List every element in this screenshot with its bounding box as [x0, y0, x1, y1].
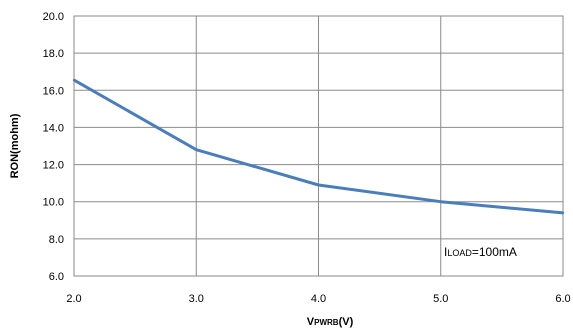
- y-tick-labels: 6.0 8.0 10.0 12.0 14.0 16.0 18.0 20.0: [43, 11, 64, 283]
- data-point: [72, 78, 76, 82]
- x-tick-label: 2.0: [66, 293, 81, 305]
- annotation-suffix: =100mA: [472, 245, 517, 259]
- y-axis-title: RON(mohm): [9, 113, 21, 178]
- y-tick-label: 14.0: [43, 122, 64, 134]
- data-point: [317, 183, 320, 187]
- y-tick-label: 16.0: [43, 85, 64, 97]
- x-tick-label: 3.0: [189, 293, 204, 305]
- x-tick-label: 6.0: [555, 293, 570, 305]
- x-tick-label: 4.0: [311, 293, 326, 305]
- annotation-subscript: LOAD: [447, 248, 472, 258]
- data-point: [561, 211, 565, 215]
- y-tick-label: 18.0: [43, 48, 64, 60]
- plot-frame: [73, 15, 564, 277]
- x-axis-title-main: V: [307, 316, 315, 328]
- x-axis-title: VPWRB(V): [307, 316, 354, 328]
- y-tick-label: 8.0: [49, 234, 64, 246]
- data-point: [439, 200, 442, 203]
- load-annotation: ILOAD=100mA: [444, 245, 517, 259]
- data-point: [195, 148, 198, 151]
- y-tick-label: 6.0: [49, 271, 64, 283]
- x-axis-title-suffix: (V): [339, 316, 354, 328]
- x-tick-labels: 2.0 3.0 4.0 5.0 6.0: [66, 293, 570, 305]
- x-axis-title-subscript: PWRB: [314, 318, 339, 327]
- y-tick-label: 20.0: [43, 11, 64, 23]
- annotation-main: I: [444, 245, 447, 259]
- y-tick-label: 10.0: [43, 197, 64, 209]
- series-group: [72, 78, 565, 215]
- y-tick-label: 12.0: [43, 160, 64, 172]
- x-tick-label: 5.0: [433, 293, 448, 305]
